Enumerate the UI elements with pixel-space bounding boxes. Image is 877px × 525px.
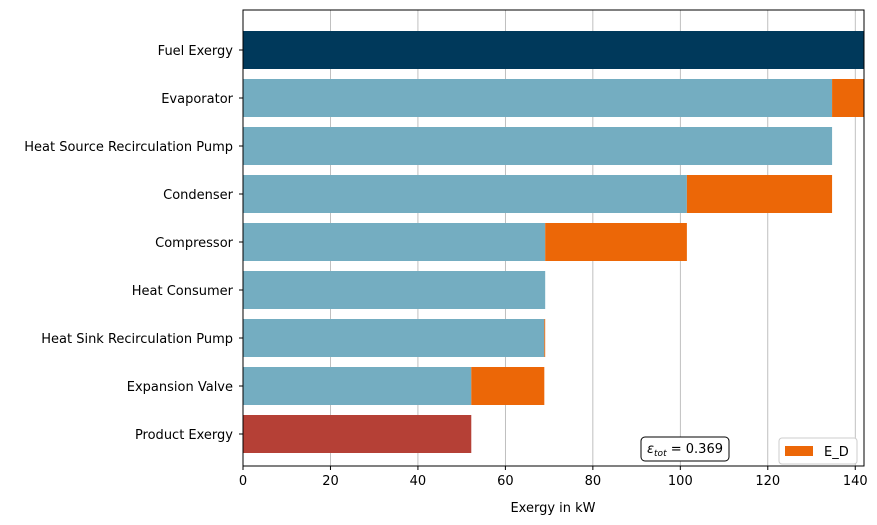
efficiency-annotation: εtot = 0.369 <box>640 436 730 462</box>
legend-box <box>778 437 858 465</box>
y-tick-label-product-exergy: Product Exergy <box>135 428 233 443</box>
bar-e-d-condenser <box>686 175 833 213</box>
bar-base-product-exergy <box>243 415 472 453</box>
bar-base-expansion-valve <box>243 367 472 405</box>
bars-layer <box>243 31 864 453</box>
bar-base-fuel-exergy <box>243 31 864 69</box>
y-tick-label-fuel-exergy: Fuel Exergy <box>158 44 234 59</box>
plot-frame <box>242 9 865 467</box>
bar-base-condenser <box>243 175 687 213</box>
bar-base-heat-consumer <box>243 271 546 309</box>
y-tick-label-condenser: Condenser <box>163 188 234 203</box>
x-tick-label-140: 140 <box>843 474 868 489</box>
y-ticks: Fuel Exergy Evaporator Heat Source Recircu… <box>24 44 243 443</box>
bar-e-d-expansion-valve <box>471 367 545 405</box>
y-tick-label-expansion-valve: Expansion Valve <box>127 380 233 395</box>
bar-e-d-compressor <box>545 223 687 261</box>
x-tick-label-40: 40 <box>410 474 427 489</box>
x-ticks: 0 20 40 60 80 100 120 140 <box>239 466 868 489</box>
x-tick-label-100: 100 <box>668 474 693 489</box>
bar-base-heat-sink-recirculation-pump <box>243 319 545 357</box>
annotation-box <box>640 436 730 462</box>
x-axis-label: Exergy in kW <box>510 501 595 516</box>
bar-base-compressor <box>243 223 546 261</box>
annotation-text: εtot = 0.369 <box>647 442 723 459</box>
y-tick-label-heat-sink-recirculation-pump: Heat Sink Recirculation Pump <box>41 332 233 347</box>
y-tick-label-compressor: Compressor <box>155 236 234 251</box>
legend: E_D <box>778 437 858 465</box>
annotation-value: = 0.369 <box>667 442 723 457</box>
y-tick-label-heat-source-recirculation-pump: Heat Source Recirculation Pump <box>24 140 233 155</box>
bar-e-d-heat-sink-recirculation-pump <box>544 319 546 357</box>
x-tick-label-60: 60 <box>497 474 514 489</box>
x-tick-label-0: 0 <box>239 474 247 489</box>
y-tick-label-evaporator: Evaporator <box>161 92 233 107</box>
annotation-symbol: ε <box>647 442 654 457</box>
bar-e-d-evaporator <box>832 79 864 117</box>
legend-label-e-d: E_D <box>824 445 849 460</box>
bar-base-heat-source-recirculation-pump <box>243 127 833 165</box>
x-tick-label-80: 80 <box>585 474 602 489</box>
y-tick-label-heat-consumer: Heat Consumer <box>132 284 234 299</box>
annotation-subscript: tot <box>654 449 667 459</box>
bar-base-evaporator <box>243 79 833 117</box>
legend-swatch-e-d <box>785 446 813 456</box>
x-tick-label-120: 120 <box>755 474 780 489</box>
x-tick-label-20: 20 <box>322 474 339 489</box>
